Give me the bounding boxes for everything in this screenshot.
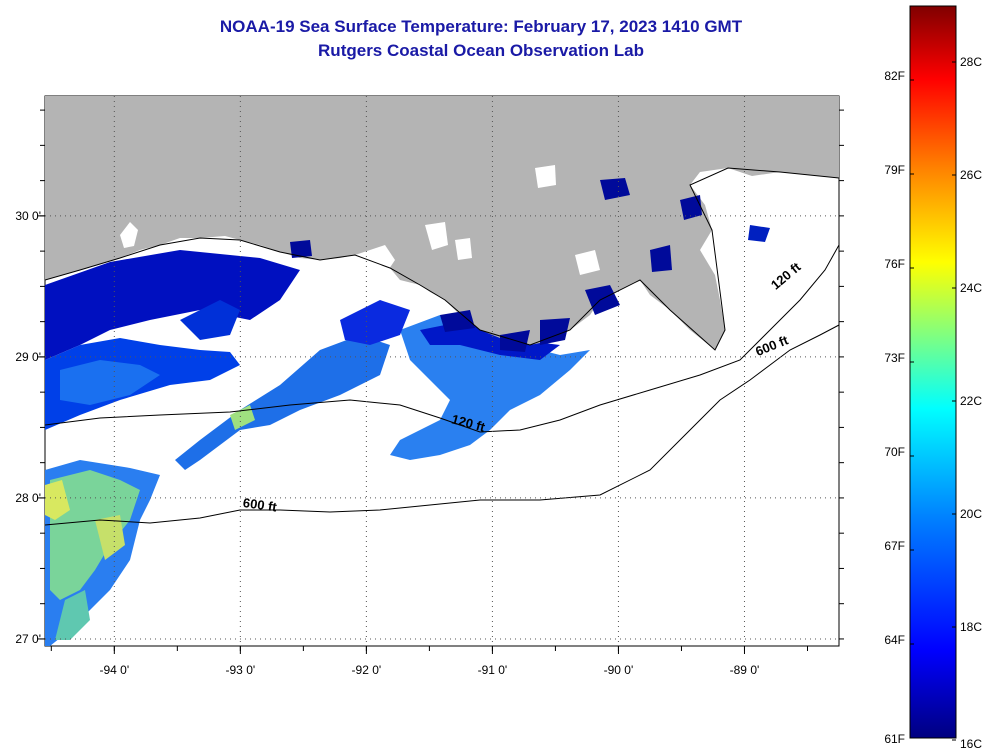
- x-tick-label: -94 0': [99, 663, 129, 677]
- y-tick-label: 27 0': [15, 632, 41, 646]
- colorbar-c-label: 18C: [960, 620, 982, 634]
- y-tick-label: 28 0': [15, 491, 41, 505]
- contour-600ft: [45, 324, 839, 526]
- chart-subtitle: Rutgers Coastal Ocean Observation Lab: [318, 41, 644, 60]
- colorbar-c-label: 24C: [960, 281, 982, 295]
- colorbar-c-label: 20C: [960, 507, 982, 521]
- colorbar-f-label: 76F: [884, 257, 905, 271]
- colorbar-celsius-labels: 28C 26C 24C 22C 20C 18C 16C: [952, 55, 982, 751]
- colorbar-c-label: 16C: [960, 737, 982, 751]
- x-tick-label: -93 0': [226, 663, 256, 677]
- y-tick-label: 30 0': [15, 209, 41, 223]
- x-tick-label: -89 0': [730, 663, 760, 677]
- chart-title: NOAA-19 Sea Surface Temperature: Februar…: [219, 17, 743, 36]
- contour-label: 600 ft: [242, 495, 278, 515]
- y-tick-label: 29 0': [15, 350, 41, 364]
- x-axis: -94 0' -93 0' -92 0' -91 0' -90 0' -89 0': [50, 646, 808, 677]
- colorbar-f-label: 73F: [884, 351, 905, 365]
- colorbar-f-label: 61F: [884, 732, 905, 746]
- colorbar-c-label: 22C: [960, 394, 982, 408]
- contour-120ft: [45, 244, 839, 433]
- graticule: [45, 96, 839, 646]
- x-tick-label: -90 0': [604, 663, 634, 677]
- inland-water: [120, 165, 600, 275]
- colorbar-f-label: 79F: [884, 163, 905, 177]
- colorbar: [909, 5, 957, 739]
- x-tick-label: -91 0': [478, 663, 508, 677]
- colorbar-f-label: 64F: [884, 633, 905, 647]
- colorbar-f-label: 70F: [884, 445, 905, 459]
- x-tick-label: -92 0': [352, 663, 382, 677]
- y-axis: 30 0' 29 0' 28 0' 27 0': [15, 109, 844, 646]
- colorbar-c-label: 26C: [960, 168, 982, 182]
- colorbar-f-label: 82F: [884, 69, 905, 83]
- colorbar-c-label: 28C: [960, 55, 982, 69]
- sst-patches: [45, 170, 770, 646]
- colorbar-f-label: 67F: [884, 539, 905, 553]
- colorbar-fahrenheit-labels: 82F 79F 76F 73F 70F 67F 64F 61F: [884, 69, 914, 746]
